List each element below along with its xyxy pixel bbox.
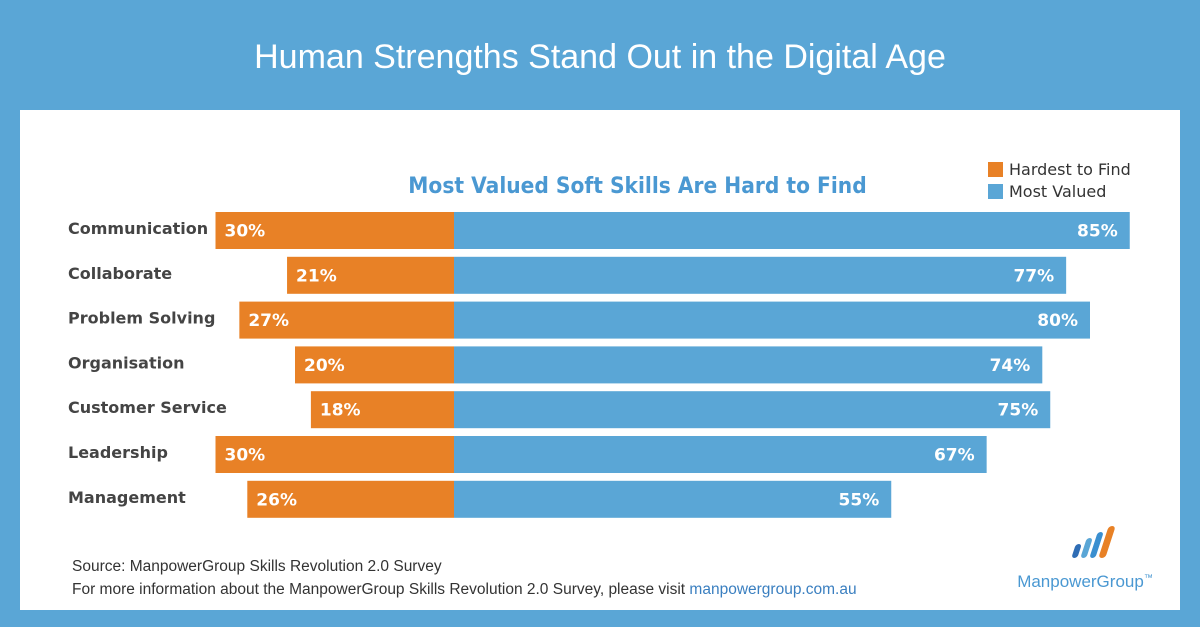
value-label-valued-organisation: 74% (990, 356, 1031, 376)
value-label-hardest-communication: 30% (225, 222, 266, 242)
bar-valued-customer-service (454, 391, 1051, 429)
bar-hardest-communication (215, 212, 454, 249)
bar-hardest-problem-solving (239, 301, 454, 339)
value-label-valued-leadership: 67% (934, 446, 975, 466)
source-line: Source: ManpowerGroup Skills Revolution … (72, 558, 442, 575)
chart-title: Most Valued Soft Skills Are Hard to Find (408, 174, 867, 199)
logo-trademark: ™ (1143, 572, 1153, 583)
value-label-hardest-problem-solving: 27% (248, 311, 289, 331)
value-label-valued-customer-service: 75% (998, 401, 1039, 421)
info-text: For more information about the ManpowerG… (72, 581, 690, 598)
category-label-collaborate: Collaborate (68, 264, 172, 283)
legend-label-hardest: Hardest to Find (1009, 159, 1131, 179)
value-label-hardest-management: 26% (256, 490, 297, 510)
category-label-communication: Communication (68, 219, 208, 238)
value-label-hardest-organisation: 20% (304, 356, 345, 376)
category-label-management: Management (68, 488, 186, 507)
banner-title: Human Strengths Stand Out in the Digital… (254, 38, 946, 76)
value-label-hardest-customer-service: 18% (320, 401, 361, 421)
bar-hardest-collaborate (287, 256, 454, 294)
bar-valued-management (454, 480, 892, 518)
category-label-problem-solving: Problem Solving (68, 309, 215, 328)
website-link[interactable]: manpowergroup.com.au (689, 581, 857, 598)
manpowergroup-logo: ManpowerGroup™ (1015, 522, 1155, 602)
bar-hardest-management (247, 480, 454, 518)
legend-item-hardest: Hardest to Find (988, 158, 1131, 180)
category-label-organisation: Organisation (68, 353, 184, 372)
bar-hardest-customer-service (310, 391, 454, 429)
bar-valued-organisation (454, 346, 1043, 384)
bar-valued-collaborate (454, 256, 1067, 294)
legend-label-valued: Most Valued (1009, 181, 1107, 201)
bar-valued-problem-solving (454, 301, 1090, 339)
bar-hardest-leadership (215, 436, 454, 473)
legend-item-valued: Most Valued (988, 180, 1131, 202)
chart-panel: Most Valued Soft Skills Are Hard to Find… (20, 110, 1180, 610)
value-label-valued-management: 55% (839, 490, 880, 510)
legend-swatch-hardest (988, 161, 1003, 177)
value-label-valued-problem-solving: 80% (1037, 311, 1078, 331)
category-label-leadership: Leadership (68, 443, 168, 462)
legend-swatch-valued (988, 183, 1003, 199)
value-label-valued-collaborate: 77% (1013, 266, 1054, 286)
bar-chart: Communication 30% 85% Collaborate 21% 77% Prob… (68, 212, 1130, 518)
legend: Hardest to Find Most Valued (988, 158, 1131, 202)
bar-valued-leadership (454, 436, 987, 473)
source-note: Source: ManpowerGroup Skills Revolution … (72, 555, 857, 601)
bar-hardest-organisation (295, 346, 454, 384)
bar-valued-communication (454, 212, 1130, 249)
logo-wordmark: ManpowerGroup (1017, 572, 1144, 591)
logo-text: ManpowerGroup™ (1015, 572, 1155, 592)
info-line: For more information about the ManpowerG… (72, 578, 857, 601)
category-label-customer-service: Customer Service (68, 398, 227, 417)
value-label-hardest-leadership: 30% (225, 446, 266, 466)
value-label-valued-communication: 85% (1077, 222, 1118, 242)
value-label-hardest-collaborate: 21% (296, 266, 337, 286)
logo-mark-icon (1072, 526, 1115, 558)
